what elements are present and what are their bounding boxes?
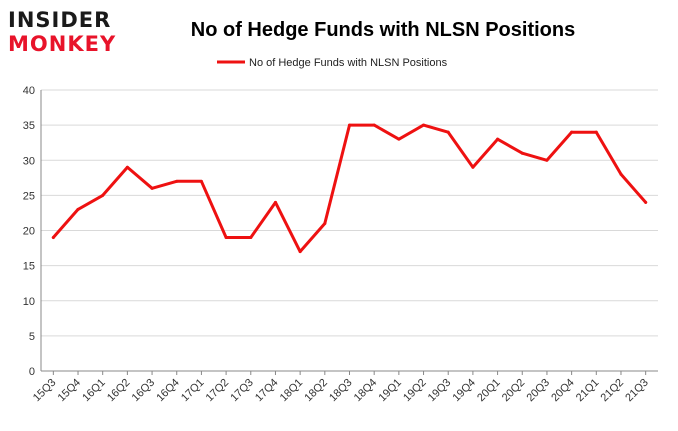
data-point	[570, 130, 574, 134]
x-tick-label: 18Q2	[302, 377, 330, 405]
y-tick-label: 15	[23, 261, 35, 273]
data-point	[545, 158, 549, 162]
chart-title: No of Hedge Funds with NLSN Positions	[191, 19, 575, 41]
x-tick-label: 16Q2	[105, 377, 133, 405]
x-tick-label: 19Q1	[376, 377, 404, 405]
x-tick-label: 21Q3	[623, 377, 651, 405]
x-tick-label: 18Q4	[352, 377, 380, 405]
data-point	[446, 130, 450, 134]
x-tick-label: 21Q1	[574, 377, 602, 405]
data-point	[298, 250, 302, 254]
data-point	[348, 123, 351, 127]
data-point	[76, 207, 80, 211]
y-tick-label: 25	[23, 190, 35, 202]
data-point	[520, 151, 524, 155]
x-tick-label: 19Q2	[401, 377, 429, 405]
data-point	[273, 200, 277, 204]
x-tick-label: 18Q1	[278, 377, 306, 405]
y-tick-label: 10	[23, 296, 35, 308]
y-tick-label: 0	[29, 366, 35, 378]
x-tick-label: 20Q4	[549, 377, 577, 405]
data-point	[496, 137, 500, 141]
x-tick-label: 18Q3	[327, 377, 355, 405]
data-point	[199, 179, 203, 183]
y-tick-label: 5	[29, 331, 35, 343]
data-point	[422, 123, 426, 127]
y-tick-label: 40	[23, 85, 35, 97]
data-point	[175, 179, 179, 183]
logo-line-1: INSIDER	[8, 8, 111, 32]
y-tick-label: 35	[23, 120, 35, 132]
legend: No of Hedge Funds with NLSN Positions	[217, 57, 448, 69]
x-tick-label: 15Q3	[31, 377, 59, 405]
x-tick-label: 20Q3	[525, 377, 553, 405]
x-tick-label: 16Q1	[80, 377, 108, 405]
x-tick-label: 17Q4	[253, 377, 281, 405]
y-tick-label: 20	[23, 226, 35, 238]
legend-label: No of Hedge Funds with NLSN Positions	[249, 57, 448, 69]
data-point	[372, 123, 376, 127]
y-axis-ticks: 0 5 10 15 20 25 30 35 40	[23, 85, 35, 378]
series-line-0	[51, 123, 648, 254]
insider-monkey-logo: INSIDER MONKEY	[8, 8, 116, 56]
data-point	[101, 193, 105, 197]
data-point	[471, 165, 475, 169]
data-point	[125, 165, 129, 169]
data-point	[323, 221, 327, 225]
x-tick-label: 20Q2	[500, 377, 528, 405]
x-tick-label: 19Q3	[426, 377, 454, 405]
x-tick-label: 15Q4	[56, 377, 84, 405]
y-tick-label: 30	[23, 155, 35, 167]
data-point	[397, 137, 401, 141]
data-point	[51, 236, 55, 240]
grid	[41, 89, 658, 337]
x-tick-label: 17Q2	[204, 377, 232, 405]
x-tick-label: 16Q3	[130, 377, 158, 405]
data-point	[619, 172, 623, 176]
x-tick-label: 19Q4	[450, 377, 478, 405]
data-point	[249, 236, 253, 240]
x-tick-label: 21Q2	[599, 377, 627, 405]
data-point	[594, 130, 598, 134]
logo-line-2: MONKEY	[8, 32, 116, 56]
x-tick-label: 20Q1	[475, 377, 503, 405]
data-point	[224, 236, 228, 240]
x-tick-label: 17Q1	[179, 377, 207, 405]
x-axis-ticks: 15Q315Q416Q116Q216Q316Q417Q117Q217Q317Q4…	[31, 371, 651, 404]
x-tick-label: 16Q4	[154, 377, 182, 405]
data-point	[644, 200, 648, 204]
x-tick-label: 17Q3	[228, 377, 256, 405]
data-point	[150, 186, 154, 190]
series	[51, 123, 648, 254]
